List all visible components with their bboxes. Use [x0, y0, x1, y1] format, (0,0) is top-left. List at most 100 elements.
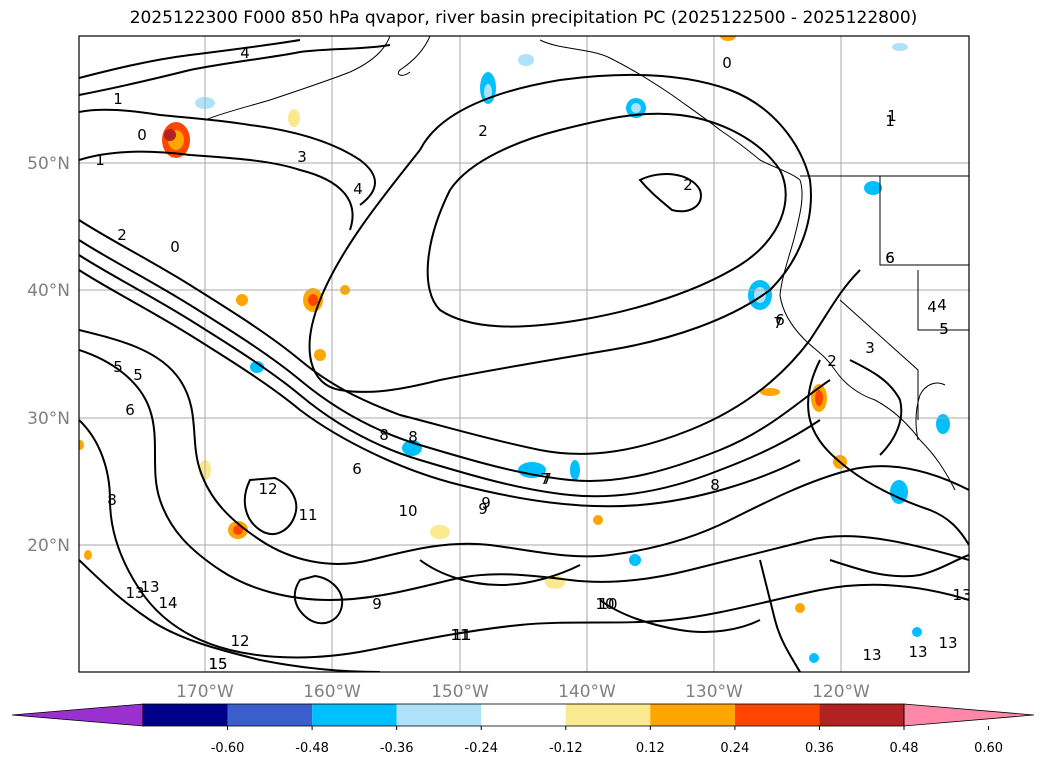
precipitation-shading-blob — [79, 440, 84, 450]
contour-label: 11 — [298, 506, 317, 524]
contour-label: 10 — [598, 595, 617, 613]
contour-label: 13 — [140, 578, 159, 596]
contour-line — [599, 599, 761, 633]
contour-line — [79, 239, 831, 482]
contour-label: 7 — [542, 470, 552, 488]
contour-label: 10 — [595, 595, 614, 613]
precipitation-shading-blob — [815, 390, 823, 406]
precipitation-shading-blob — [236, 294, 248, 306]
contour-line — [638, 173, 702, 213]
contour-line — [79, 150, 354, 231]
colorbar-tick-label: 0.24 — [720, 741, 749, 756]
map-frame — [78, 35, 970, 673]
colorbar-tick-labels: -0.60 -0.48 -0.36 -0.24 -0.12 0.12 0.24 0.36 0.4… — [211, 726, 1003, 756]
precipitation-shading-blob — [912, 627, 922, 637]
contour-line — [293, 574, 344, 625]
contour-label: 6 — [125, 401, 135, 419]
longitude-label: 120°W — [812, 682, 870, 702]
qvapor-contours — [79, 39, 969, 672]
contour-label: 11 — [452, 626, 471, 644]
precipitation-shading-blob — [288, 109, 300, 127]
precipitation-shading-blob — [864, 181, 882, 195]
latitude-label: 50°N — [27, 154, 70, 174]
contour-line — [807, 359, 969, 546]
contour-line — [759, 559, 801, 672]
colorbar-segment — [819, 704, 904, 726]
contour-label: 13 — [908, 643, 927, 661]
precipitation-shading-blob — [570, 460, 580, 480]
colorbar-segment — [227, 704, 313, 726]
precipitation-shading-blob — [593, 515, 603, 525]
contour-label: 6 — [885, 249, 895, 267]
precipitation-shading-blob — [720, 36, 736, 41]
contour-label: 12 — [258, 480, 277, 498]
precipitation-shading-blob — [314, 349, 326, 361]
map-title: 2025122300 F000 850 hPa qvapor, river ba… — [129, 8, 918, 28]
contour-line — [79, 44, 391, 96]
contour-label: 9 — [478, 500, 488, 518]
contour-line — [426, 112, 787, 328]
precipitation-shading-blob — [250, 361, 264, 373]
colorbar-segment — [734, 704, 820, 726]
colorbar-tick-label: -0.36 — [380, 741, 414, 756]
colorbar-min-extension — [11, 703, 144, 727]
precipitation-shading-blob — [890, 480, 908, 504]
contour-label: 13 — [862, 646, 881, 664]
precipitation-shading-blob — [631, 103, 641, 113]
contour-label: 5 — [939, 320, 949, 338]
contour-label: 15 — [208, 655, 227, 673]
contour-label: 1 — [113, 90, 123, 108]
colorbar-tick-label: -0.12 — [549, 741, 583, 756]
contour-label: 8 — [107, 491, 117, 509]
state-borders — [800, 175, 969, 420]
contour-line — [79, 419, 969, 659]
precipitation-shading-blob — [484, 84, 492, 100]
contour-line — [79, 254, 821, 498]
contour-label: 15 — [208, 655, 227, 673]
contour-line — [79, 559, 381, 672]
precipitation-shading-blob — [936, 414, 950, 434]
contour-label: 1 — [887, 107, 897, 125]
contour-label: 4 — [240, 44, 250, 62]
contour-label: 5 — [939, 320, 949, 338]
contour-line — [308, 73, 812, 393]
contour-line — [79, 329, 969, 565]
colorbar-segment — [143, 704, 228, 726]
longitude-label: 160°W — [303, 682, 361, 702]
contour-label: 1 — [885, 112, 895, 130]
contour-label: 0 — [722, 54, 732, 72]
contour-label: 4 — [937, 296, 947, 314]
colorbar-tick-label: 0.48 — [890, 741, 919, 756]
coastlines — [204, 36, 969, 491]
contour-label: 3 — [865, 339, 875, 357]
contour-line — [243, 476, 298, 535]
contour-line — [79, 108, 376, 206]
contour-label: 3 — [297, 148, 307, 166]
contour-label: 6 — [885, 249, 895, 267]
contour-label: 9 — [481, 494, 491, 512]
contour-label: 13 — [125, 584, 144, 602]
precipitation-shading-blob — [892, 43, 908, 51]
contour-label: 7 — [773, 314, 783, 332]
contour-line — [419, 559, 581, 587]
contour-line — [79, 39, 301, 79]
contour-label: 8 — [710, 476, 720, 494]
contour-label: 8 — [379, 426, 389, 444]
alaska-coastline — [204, 36, 801, 181]
precipitation-shading-blob — [629, 554, 641, 566]
contour-label: 11 — [450, 626, 469, 644]
contour-label: 6 — [352, 460, 362, 478]
longitude-label: 150°W — [431, 682, 489, 702]
latitude-label: 30°N — [27, 409, 70, 429]
latitude-label: 40°N — [27, 281, 70, 301]
precipitation-shading-blob — [809, 653, 819, 663]
colorbar-segment — [565, 704, 651, 726]
contour-line — [79, 219, 861, 455]
precipitation-shading-blob — [795, 603, 805, 613]
latitude-label: 20°N — [27, 536, 70, 556]
precipitation-shading-blob — [308, 294, 318, 306]
contour-label: 13 — [938, 634, 957, 652]
contour-label: 14 — [158, 594, 177, 612]
